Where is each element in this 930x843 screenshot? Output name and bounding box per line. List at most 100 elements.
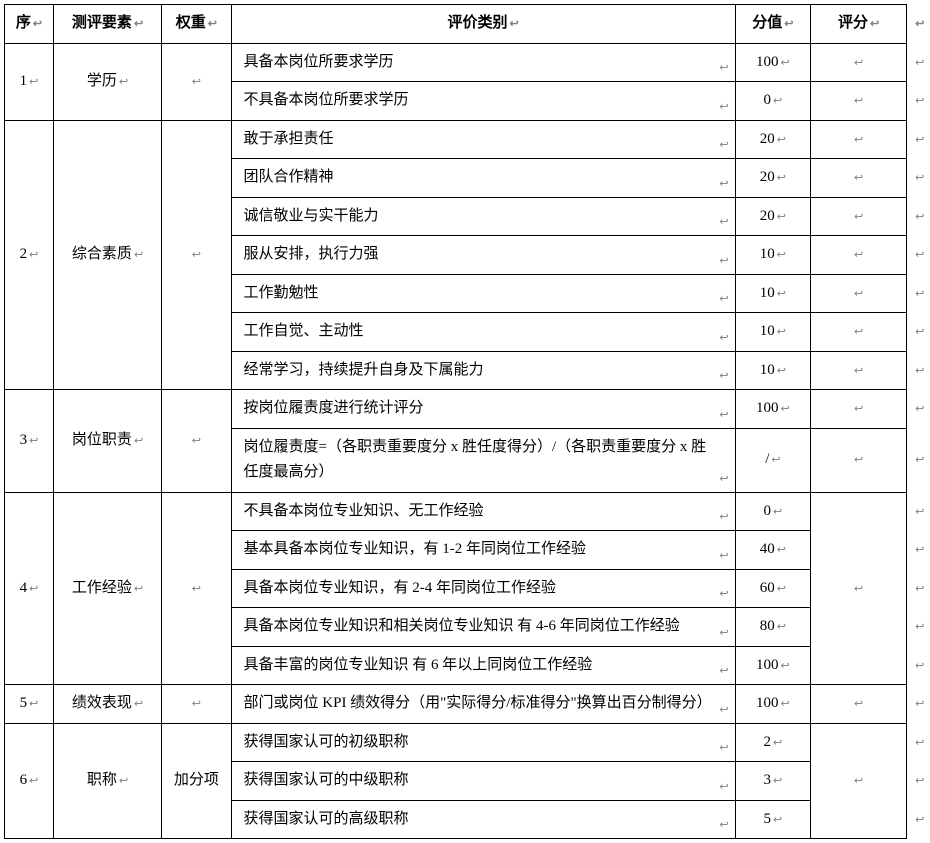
category-cell: 团队合作精神↩ xyxy=(231,159,735,198)
row-end-marker: ↩ xyxy=(907,236,926,275)
value-cell: 100↩ xyxy=(735,646,811,685)
header-seq: 序↩ xyxy=(5,5,54,44)
factor-cell: 工作经验↩ xyxy=(53,492,161,685)
value-cell: 3↩ xyxy=(735,762,811,801)
value-cell: 60↩ xyxy=(735,569,811,608)
table-row: 2↩综合素质↩↩敢于承担责任↩20↩↩↩ xyxy=(5,120,927,159)
score-cell: ↩ xyxy=(811,351,907,390)
score-cell: ↩ xyxy=(811,82,907,121)
score-cell: ↩ xyxy=(811,120,907,159)
category-cell: 经常学习，持续提升自身及下属能力↩ xyxy=(231,351,735,390)
value-cell: 0↩ xyxy=(735,492,811,531)
category-cell: 具备本岗位所要求学历↩ xyxy=(231,43,735,82)
header-weight: 权重↩ xyxy=(162,5,231,44)
score-cell: ↩ xyxy=(811,313,907,352)
weight-cell: ↩ xyxy=(162,120,231,390)
row-end-marker: ↩ xyxy=(907,608,926,647)
row-end-marker: ↩ xyxy=(907,723,926,762)
weight-cell: ↩ xyxy=(162,492,231,685)
factor-cell: 职称↩ xyxy=(53,723,161,839)
category-cell: 获得国家认可的中级职称↩ xyxy=(231,762,735,801)
factor-cell: 岗位职责↩ xyxy=(53,390,161,493)
row-end-marker: ↩ xyxy=(907,762,926,801)
category-cell: 诚信敬业与实干能力↩ xyxy=(231,197,735,236)
category-cell: 具备本岗位专业知识和相关岗位专业知识 有 4-6 年同岗位工作经验↩ xyxy=(231,608,735,647)
header-row: 序↩测评要素↩权重↩评价类别↩分值↩评分↩↩ xyxy=(5,5,927,44)
category-cell: 敢于承担责任↩ xyxy=(231,120,735,159)
category-cell: 工作自觉、主动性↩ xyxy=(231,313,735,352)
score-cell: ↩ xyxy=(811,428,907,492)
row-end-marker: ↩ xyxy=(907,120,926,159)
value-cell: 100↩ xyxy=(735,390,811,429)
seq-cell: 1↩ xyxy=(5,43,54,120)
score-cell: ↩ xyxy=(811,197,907,236)
category-cell: 部门或岗位 KPI 绩效得分（用"实际得分/标准得分"换算出百分制得分）↩ xyxy=(231,685,735,724)
row-end-marker: ↩ xyxy=(907,428,926,492)
header-value: 分值↩ xyxy=(735,5,811,44)
row-end-marker: ↩ xyxy=(907,685,926,724)
row-end-marker: ↩ xyxy=(907,492,926,531)
row-end-marker: ↩ xyxy=(907,197,926,236)
value-cell: 100↩ xyxy=(735,685,811,724)
value-cell: 0↩ xyxy=(735,82,811,121)
value-cell: 5↩ xyxy=(735,800,811,839)
value-cell: 20↩ xyxy=(735,197,811,236)
seq-cell: 5↩ xyxy=(5,685,54,724)
row-end-marker: ↩ xyxy=(907,43,926,82)
category-cell: 工作勤勉性↩ xyxy=(231,274,735,313)
category-cell: 基本具备本岗位专业知识，有 1-2 年同岗位工作经验↩ xyxy=(231,531,735,570)
weight-cell: ↩ xyxy=(162,43,231,120)
category-cell: 获得国家认可的初级职称↩ xyxy=(231,723,735,762)
header-category: 评价类别↩ xyxy=(231,5,735,44)
category-cell: 岗位履责度=（各职责重要度分 x 胜任度得分）/（各职责重要度分 x 胜任度最高… xyxy=(231,428,735,492)
row-end-marker: ↩ xyxy=(907,351,926,390)
row-end-marker: ↩ xyxy=(907,800,926,839)
seq-cell: 2↩ xyxy=(5,120,54,390)
table-row: 1↩学历↩↩具备本岗位所要求学历↩100↩↩↩ xyxy=(5,43,927,82)
row-end-marker: ↩ xyxy=(907,313,926,352)
weight-cell: 加分项 xyxy=(162,723,231,839)
row-end-marker: ↩ xyxy=(907,274,926,313)
value-cell: 20↩ xyxy=(735,159,811,198)
row-end-marker: ↩ xyxy=(907,569,926,608)
seq-cell: 6↩ xyxy=(5,723,54,839)
score-cell: ↩ xyxy=(811,274,907,313)
seq-cell: 4↩ xyxy=(5,492,54,685)
table-row: 5↩绩效表现↩↩部门或岗位 KPI 绩效得分（用"实际得分/标准得分"换算出百分… xyxy=(5,685,927,724)
header-score: 评分↩ xyxy=(811,5,907,44)
value-cell: 10↩ xyxy=(735,274,811,313)
row-end-marker: ↩ xyxy=(907,531,926,570)
score-cell: ↩ xyxy=(811,43,907,82)
score-cell: ↩ xyxy=(811,236,907,275)
value-cell: 20↩ xyxy=(735,120,811,159)
score-cell: ↩ xyxy=(811,685,907,724)
value-cell: 100↩ xyxy=(735,43,811,82)
table-row: 3↩岗位职责↩↩按岗位履责度进行统计评分↩100↩↩↩ xyxy=(5,390,927,429)
category-cell: 不具备本岗位专业知识、无工作经验↩ xyxy=(231,492,735,531)
category-cell: 按岗位履责度进行统计评分↩ xyxy=(231,390,735,429)
category-cell: 服从安排，执行力强↩ xyxy=(231,236,735,275)
row-end-marker: ↩ xyxy=(907,390,926,429)
value-cell: 80↩ xyxy=(735,608,811,647)
row-end-marker: ↩ xyxy=(907,159,926,198)
evaluation-table: 序↩测评要素↩权重↩评价类别↩分值↩评分↩↩1↩学历↩↩具备本岗位所要求学历↩1… xyxy=(4,4,926,839)
factor-cell: 绩效表现↩ xyxy=(53,685,161,724)
row-end-marker: ↩ xyxy=(907,82,926,121)
weight-cell: ↩ xyxy=(162,685,231,724)
value-cell: 10↩ xyxy=(735,313,811,352)
score-cell: ↩ xyxy=(811,159,907,198)
value-cell: 10↩ xyxy=(735,236,811,275)
factor-cell: 综合素质↩ xyxy=(53,120,161,390)
category-cell: 具备丰富的岗位专业知识 有 6 年以上同岗位工作经验↩ xyxy=(231,646,735,685)
value-cell: /↩ xyxy=(735,428,811,492)
row-end-marker: ↩ xyxy=(907,646,926,685)
value-cell: 2↩ xyxy=(735,723,811,762)
header-factor: 测评要素↩ xyxy=(53,5,161,44)
seq-cell: 3↩ xyxy=(5,390,54,493)
factor-cell: 学历↩ xyxy=(53,43,161,120)
score-cell: ↩ xyxy=(811,492,907,685)
weight-cell: ↩ xyxy=(162,390,231,493)
category-cell: 不具备本岗位所要求学历↩ xyxy=(231,82,735,121)
table-row: 6↩职称↩加分项获得国家认可的初级职称↩2↩↩↩ xyxy=(5,723,927,762)
row-end-marker: ↩ xyxy=(907,5,926,44)
